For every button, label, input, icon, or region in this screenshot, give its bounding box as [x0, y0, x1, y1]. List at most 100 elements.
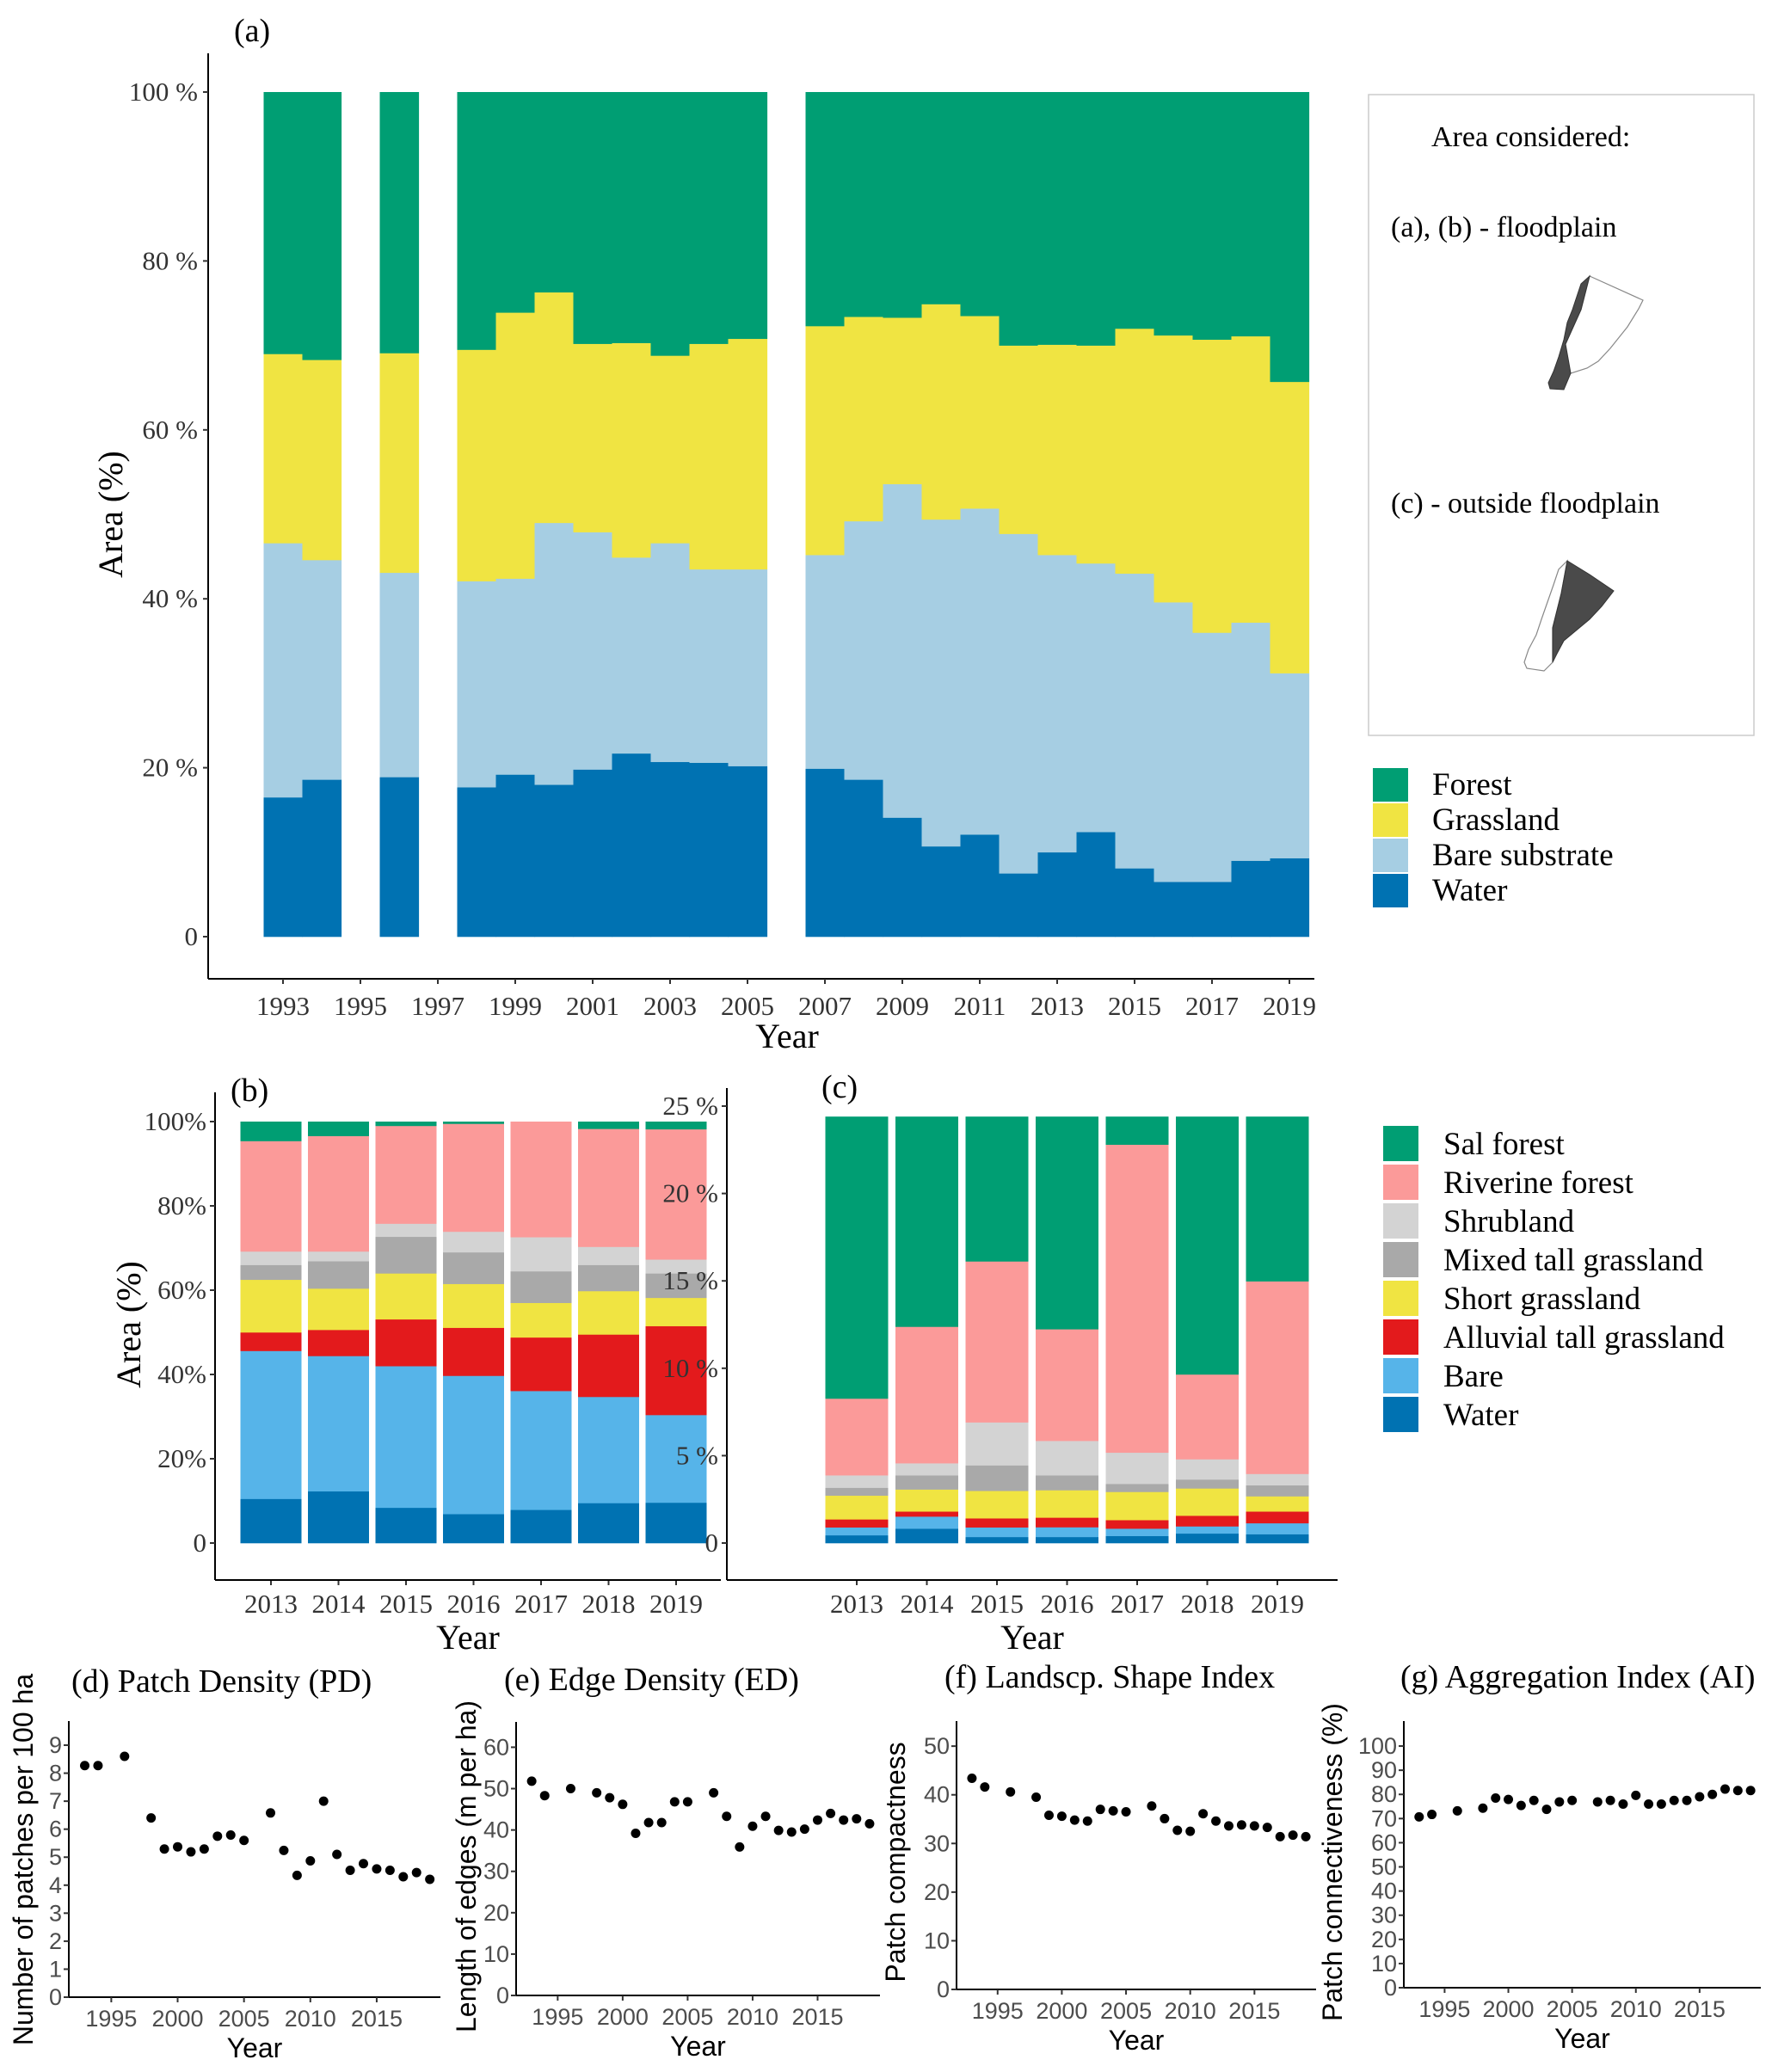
data-point — [398, 1872, 409, 1882]
bar-segment-shrubland — [375, 1223, 437, 1238]
data-point — [1006, 1786, 1016, 1797]
y-tick-label: 0 — [49, 1984, 62, 2010]
bar-segment-water — [1192, 882, 1233, 938]
y-tick-label: 10 % — [662, 1353, 718, 1383]
bar-segment-water — [1246, 1534, 1309, 1544]
data-point — [682, 1797, 692, 1807]
data-point — [1108, 1805, 1118, 1816]
bar-segment-sal-forest — [825, 1116, 889, 1399]
data-point — [1541, 1805, 1552, 1815]
y-axis-title: Area (%) — [109, 1261, 148, 1388]
bar-segment-bare — [1105, 1528, 1169, 1536]
legend-label: Bare substrate — [1432, 838, 1614, 873]
bar-segment-forest — [689, 92, 729, 344]
bar-segment-alluvial-tall-grassland — [895, 1511, 958, 1517]
bar-segment-short-grassland — [1246, 1496, 1309, 1512]
x-tick-label: 2014 — [312, 1589, 366, 1619]
bar-segment-mixed-tall-grassland — [895, 1475, 958, 1490]
bar-segment-sal-forest — [1105, 1116, 1169, 1146]
data-point — [1656, 1798, 1666, 1809]
data-point — [967, 1773, 977, 1783]
bar-segment-grassland — [1076, 345, 1117, 564]
data-point — [199, 1844, 209, 1854]
y-tick-label: 10 — [483, 1941, 509, 1967]
data-point — [411, 1867, 421, 1878]
data-point — [1121, 1807, 1131, 1817]
data-point — [1301, 1831, 1311, 1841]
bar-segment-sal-forest — [240, 1122, 302, 1141]
map-outside-floodplain-shaded — [1552, 560, 1615, 663]
bar-segment-grassland — [883, 317, 923, 484]
y-tick-label: 0 — [705, 1528, 719, 1558]
bar-segment-short-grassland — [443, 1283, 504, 1328]
legend-label: Water — [1432, 873, 1507, 908]
bar-segment-water — [883, 817, 923, 938]
data-point — [1262, 1823, 1272, 1833]
data-point — [1069, 1815, 1080, 1825]
bar-segment-riverine-forest — [645, 1128, 707, 1260]
bar-segment-grassland — [1231, 335, 1271, 623]
data-point — [643, 1817, 654, 1828]
data-point — [786, 1827, 797, 1837]
data-point — [864, 1818, 875, 1829]
bar-segment-alluvial-tall-grassland — [965, 1518, 1029, 1528]
bar-segment-riverine-forest — [375, 1125, 437, 1224]
bar-segment-shrubland — [443, 1231, 504, 1253]
x-tick-label: 1997 — [411, 991, 464, 1021]
bar-segment-alluvial-tall-grassland — [1176, 1516, 1239, 1527]
legend-label: Water — [1443, 1398, 1518, 1433]
bar-segment-riverine-forest — [1176, 1374, 1239, 1460]
x-tick-label: 2015 — [1108, 991, 1161, 1021]
data-point — [722, 1811, 732, 1822]
bar-segment-grassland — [999, 345, 1039, 534]
bar-segment-short-grassland — [1176, 1488, 1239, 1516]
y-tick-label: 30 — [924, 1830, 950, 1856]
bar-segment-grassland — [263, 354, 304, 544]
x-axis-title: Year — [1000, 1618, 1064, 1657]
data-point — [186, 1847, 196, 1857]
y-tick-label: 100% — [145, 1106, 206, 1136]
x-tick-label: 1993 — [256, 991, 310, 1021]
y-tick-label: 20 — [1371, 1927, 1397, 1952]
bar-segment-water — [1105, 1535, 1169, 1544]
x-tick-label: 2019 — [1251, 1589, 1304, 1619]
data-point — [812, 1815, 822, 1825]
bar-segment-riverine-forest — [308, 1135, 369, 1252]
x-tick-label: 2005 — [661, 2004, 713, 2030]
bar-segment-short-grassland — [825, 1495, 889, 1520]
y-tick-label: 10 — [1371, 1951, 1397, 1977]
legend-swatch-shrubland — [1383, 1203, 1418, 1239]
bar-segment-bare-substrate — [379, 572, 420, 778]
y-tick-label: 20 — [483, 1900, 509, 1926]
data-point — [1529, 1795, 1539, 1805]
bar-segment-short-grassland — [965, 1491, 1029, 1519]
data-point — [1732, 1786, 1743, 1796]
y-axis-title: Area (%) — [91, 451, 130, 578]
panel-a-stacked-bar-chart: (a) 0 20 % 40 % 60 % 80 % 100 % 1993 1995 1997 199… — [91, 13, 1316, 1055]
x-tick-label: 1999 — [489, 991, 542, 1021]
x-tick-label: 2010 — [1165, 1998, 1216, 2024]
data-point — [1198, 1809, 1209, 1819]
bar-segment-short-grassland — [308, 1288, 369, 1331]
bar-segment-water — [645, 1502, 707, 1544]
data-point — [1631, 1790, 1641, 1800]
y-tick-label: 5 — [49, 1844, 62, 1870]
bar-segment-water — [689, 762, 729, 938]
bar-segment-bare — [375, 1366, 437, 1509]
bar-segment-short-grassland — [895, 1489, 958, 1512]
x-tick-label: 2015 — [1674, 1996, 1726, 2022]
x-tick-label: 2000 — [151, 2006, 203, 2032]
bar-segment-mixed-tall-grassland — [308, 1261, 369, 1289]
bar-segment-water — [895, 1528, 958, 1544]
bar-segment-shrubland — [308, 1251, 369, 1262]
bar-segment-mixed-tall-grassland — [375, 1236, 437, 1274]
y-tick-label: 30 — [483, 1859, 509, 1884]
x-tick-label: 2013 — [830, 1589, 883, 1619]
bar-segment-shrubland — [965, 1422, 1029, 1466]
y-tick-label: 9 — [49, 1732, 62, 1758]
data-point — [1682, 1795, 1692, 1805]
bar-segment-bare-substrate — [1115, 573, 1155, 869]
data-point — [980, 1782, 990, 1792]
legend-label: Grassland — [1432, 802, 1560, 838]
bar-segment-forest — [921, 92, 962, 304]
